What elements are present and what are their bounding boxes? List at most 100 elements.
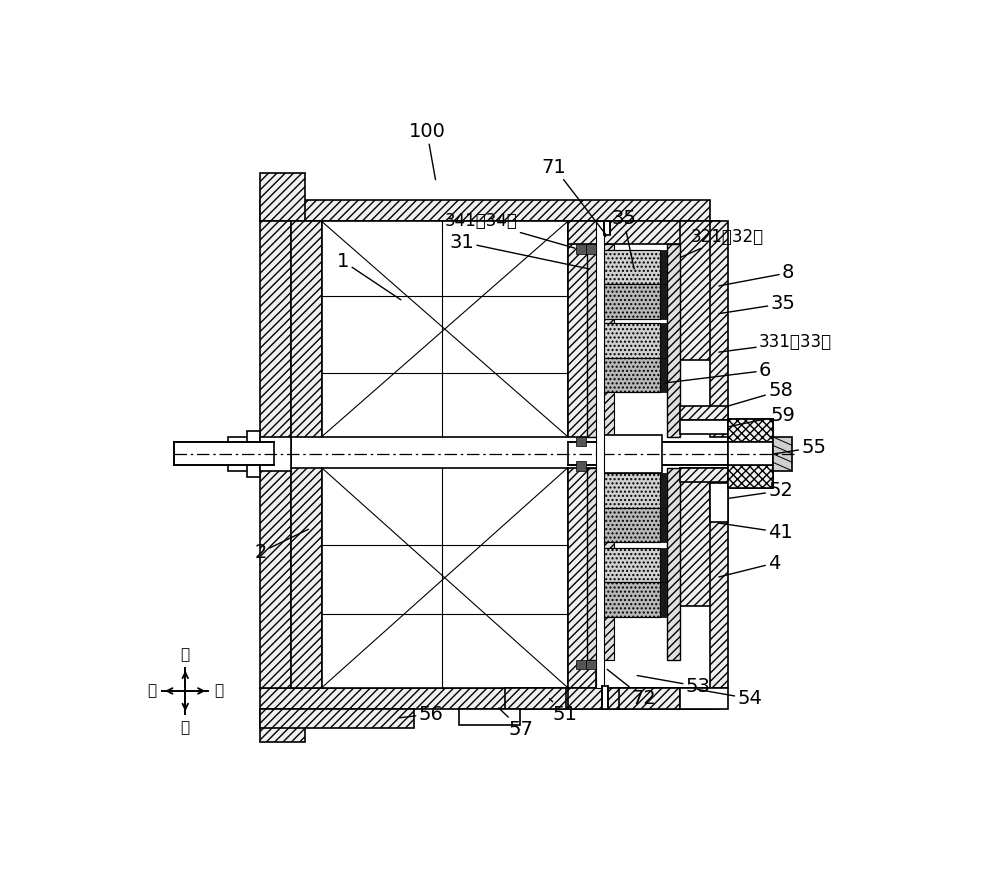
Bar <box>660 508 667 543</box>
Bar <box>247 431 260 477</box>
Text: 51: 51 <box>549 698 577 723</box>
Text: 58: 58 <box>728 381 793 406</box>
Bar <box>710 221 728 437</box>
Bar <box>291 468 322 687</box>
Bar <box>680 468 728 482</box>
Bar <box>260 199 710 221</box>
Text: 72: 72 <box>607 670 657 708</box>
Bar <box>576 244 586 254</box>
Bar <box>260 221 291 687</box>
Bar <box>603 434 662 473</box>
Bar <box>660 548 667 582</box>
Bar <box>666 244 680 437</box>
Text: 2: 2 <box>255 529 308 561</box>
Bar <box>568 221 596 437</box>
Text: 上: 上 <box>181 646 190 662</box>
Bar <box>680 468 719 606</box>
Bar <box>604 221 610 235</box>
Bar <box>576 461 586 471</box>
Text: 下: 下 <box>181 721 190 735</box>
Bar <box>587 244 598 437</box>
Text: 59: 59 <box>728 406 795 426</box>
Text: 左: 左 <box>147 683 156 698</box>
Bar <box>680 687 728 710</box>
Bar <box>666 468 680 660</box>
Bar <box>598 284 660 319</box>
Bar <box>596 221 604 687</box>
Bar <box>598 473 660 543</box>
Bar <box>728 466 773 488</box>
Text: 56: 56 <box>399 704 443 723</box>
Bar <box>602 687 608 710</box>
Bar <box>568 687 719 710</box>
Bar <box>598 582 660 617</box>
Bar <box>260 687 710 710</box>
Text: 57: 57 <box>499 708 534 739</box>
Bar <box>598 358 660 392</box>
Bar <box>459 710 520 725</box>
Bar <box>728 419 773 443</box>
Bar <box>598 249 660 319</box>
Bar <box>228 437 260 471</box>
Bar <box>174 443 274 466</box>
Bar <box>598 473 660 508</box>
Bar <box>728 419 773 488</box>
Text: 35: 35 <box>611 209 636 269</box>
Bar <box>505 687 566 710</box>
Bar <box>728 443 773 466</box>
Bar <box>260 173 305 221</box>
Bar <box>710 468 728 687</box>
Bar <box>598 548 660 582</box>
Bar <box>680 221 719 360</box>
Bar <box>576 437 586 446</box>
Text: 71: 71 <box>542 158 606 234</box>
Text: 6: 6 <box>665 361 771 383</box>
Bar <box>603 468 614 660</box>
Bar <box>660 284 667 319</box>
Bar <box>603 244 614 437</box>
Text: 100: 100 <box>409 122 445 180</box>
Bar <box>322 468 568 687</box>
Text: 31: 31 <box>449 232 590 269</box>
Bar <box>680 406 728 420</box>
Text: 4: 4 <box>719 553 781 577</box>
Bar <box>568 221 719 244</box>
Bar <box>660 249 667 284</box>
Bar <box>773 437 792 471</box>
Text: 341（34）: 341（34） <box>445 212 575 249</box>
Text: 35: 35 <box>719 294 795 314</box>
Text: 331（33）: 331（33） <box>719 333 832 352</box>
Bar <box>598 508 660 543</box>
Bar <box>680 420 728 434</box>
Bar <box>568 443 768 466</box>
Bar <box>587 468 598 660</box>
Bar <box>598 548 660 617</box>
Bar <box>660 582 667 617</box>
Bar <box>291 221 322 437</box>
Text: 1: 1 <box>337 252 401 299</box>
Bar <box>619 687 680 710</box>
Bar <box>660 323 667 358</box>
Text: 8: 8 <box>719 264 794 286</box>
Text: 55: 55 <box>774 438 826 457</box>
Text: 41: 41 <box>719 523 793 542</box>
Bar <box>660 473 667 508</box>
Bar <box>322 221 568 437</box>
Text: 右: 右 <box>215 683 224 698</box>
Text: 52: 52 <box>728 481 793 501</box>
Bar <box>586 244 596 254</box>
Bar <box>598 323 660 392</box>
Bar <box>598 323 660 358</box>
Bar <box>660 358 667 392</box>
Bar <box>568 468 596 687</box>
Bar <box>598 249 660 284</box>
Bar <box>710 483 728 521</box>
Text: 53: 53 <box>637 676 711 696</box>
Bar <box>260 710 414 728</box>
Bar <box>576 660 586 670</box>
Text: 321（32）: 321（32） <box>680 228 764 257</box>
Text: 54: 54 <box>697 689 762 708</box>
Bar <box>586 660 596 670</box>
Bar <box>260 710 305 742</box>
Bar <box>260 437 291 471</box>
